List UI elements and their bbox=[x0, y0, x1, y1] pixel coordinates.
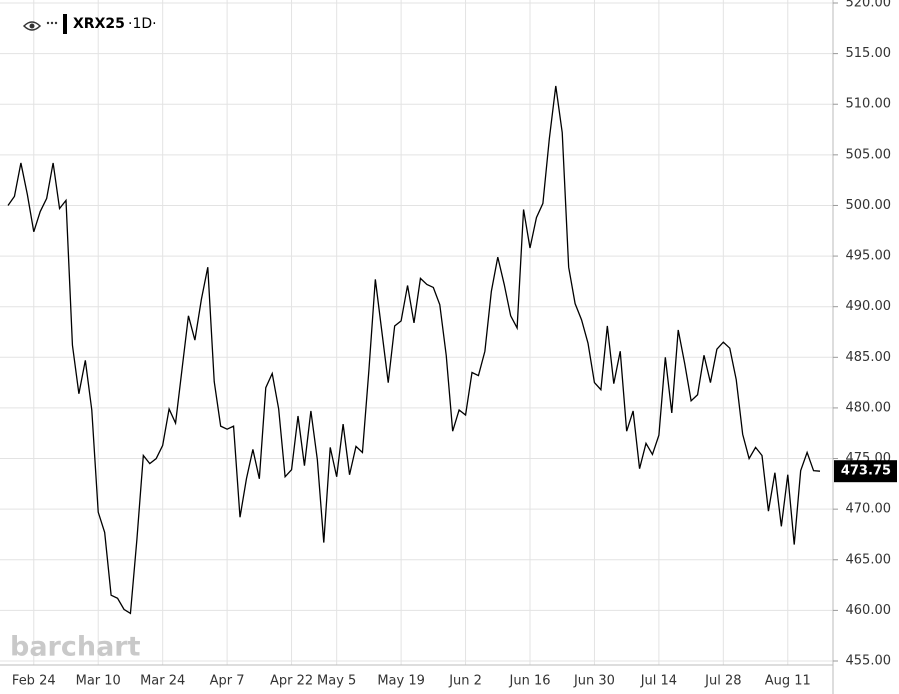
y-tick-label: 455.00 bbox=[846, 654, 892, 669]
y-tick-label: 485.00 bbox=[846, 350, 892, 365]
x-tick-label: Jun 16 bbox=[509, 674, 551, 689]
y-tick-label: 500.00 bbox=[846, 198, 892, 213]
series-swatch bbox=[63, 14, 67, 34]
y-tick-label: 480.00 bbox=[846, 400, 892, 415]
x-tick-label: Feb 24 bbox=[12, 674, 56, 689]
x-tick-label: Mar 10 bbox=[76, 674, 121, 689]
y-tick-label: 515.00 bbox=[846, 46, 892, 61]
dot bbox=[50, 21, 54, 25]
y-tick-label: 505.00 bbox=[846, 147, 892, 162]
x-tick-label: Jun 30 bbox=[573, 674, 615, 689]
watermark: barchart bbox=[10, 632, 141, 663]
y-tick-label: 460.00 bbox=[846, 603, 892, 618]
x-tick-label: May 5 bbox=[317, 674, 356, 689]
eye-icon[interactable] bbox=[22, 21, 42, 31]
menu-dots[interactable] bbox=[46, 21, 58, 25]
dot bbox=[54, 21, 58, 25]
price-line bbox=[7, 85, 821, 615]
x-tick-label: Jul 14 bbox=[640, 674, 677, 689]
x-tick-label: Aug 11 bbox=[765, 674, 811, 689]
x-tick-label: Mar 24 bbox=[140, 674, 185, 689]
dot bbox=[46, 21, 50, 25]
interval[interactable]: ·1D· bbox=[128, 16, 157, 32]
last-price-label: 473.75 bbox=[841, 464, 891, 479]
x-tick-label: Apr 7 bbox=[210, 674, 245, 689]
x-tick-label: Jun 2 bbox=[448, 674, 482, 689]
last-price-tag bbox=[834, 460, 897, 483]
grid bbox=[0, 0, 833, 665]
y-tick-label: 495.00 bbox=[846, 249, 892, 264]
y-tick-label: 490.00 bbox=[846, 299, 892, 314]
y-tick-label: 510.00 bbox=[846, 97, 892, 112]
x-tick-label: Apr 22 bbox=[270, 674, 313, 689]
header: XRX25 ·1D· bbox=[22, 14, 157, 34]
eye-pupil bbox=[29, 23, 35, 29]
symbol: XRX25 bbox=[73, 16, 125, 32]
y-tick-label: 470.00 bbox=[846, 502, 892, 517]
y-tick-label: 520.00 bbox=[846, 0, 892, 11]
y-tick-label: 465.00 bbox=[846, 552, 892, 567]
x-tick-label: Jul 28 bbox=[704, 674, 741, 689]
x-tick-label: May 19 bbox=[377, 674, 425, 689]
